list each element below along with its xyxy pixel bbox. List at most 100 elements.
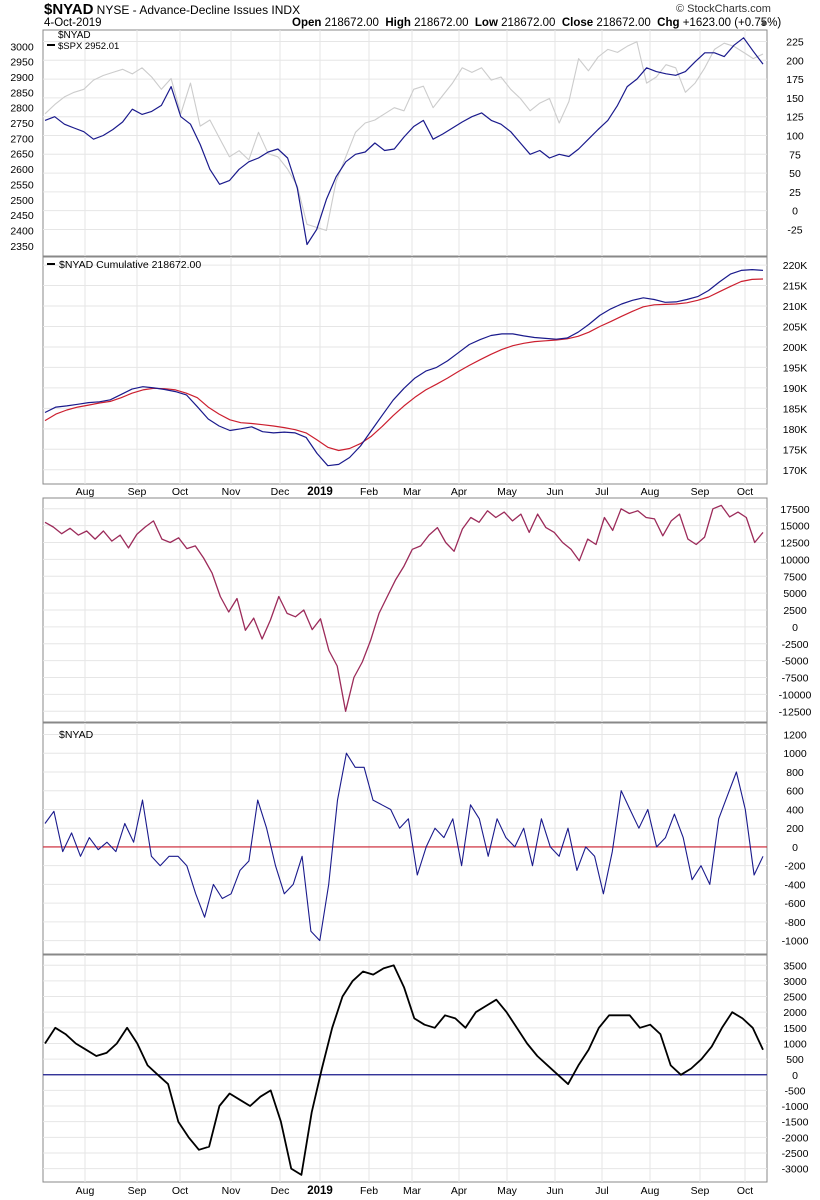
y-tick-label-right: 175K (783, 444, 808, 456)
x-tick-label: Feb (360, 486, 378, 498)
chg-label: Chg (657, 17, 680, 29)
cumulative-line (44, 269, 764, 467)
y-tick-label-right: 1200 (783, 729, 807, 741)
low-label: Low (474, 17, 498, 29)
y-tick-label-right: 205K (783, 321, 808, 333)
stockcharts-brand[interactable]: © StockCharts.com (676, 3, 771, 15)
y-tick-label-left: 2350 (10, 241, 34, 253)
high-value: 218672.00 (414, 17, 469, 29)
x-tick-label: Mar (403, 486, 422, 498)
y-tick-label-right: -5000 (782, 656, 809, 668)
x-tick-label: Apr (451, 1185, 468, 1197)
y-tick-label-right: 0 (792, 1070, 798, 1082)
y-tick-label-right: 3000 (783, 976, 807, 988)
quote-date: 4-Oct-2019 (44, 17, 102, 29)
y-tick-label-right: -3000 (782, 1164, 809, 1176)
y-tick-label-right: -1000 (782, 936, 809, 948)
x-tick-label: Sep (691, 486, 710, 498)
y-tick-label-right: 190K (783, 383, 808, 395)
y-tick-label-right: 210K (783, 301, 808, 313)
nyad-daily-line (44, 752, 764, 942)
x-tick-label: Aug (76, 1185, 95, 1197)
x-tick-label: Dec (271, 486, 290, 498)
y-tick-label-right: 2500 (783, 992, 807, 1004)
y-tick-label-right: 800 (786, 767, 804, 779)
legend-cumulative: $NYAD Cumulative 218672.00 (59, 259, 201, 271)
y-tick-label-right: 200 (786, 55, 804, 67)
scroll-up-icon[interactable]: ▲ (759, 17, 769, 28)
y-tick-label-right: 1000 (783, 748, 807, 760)
x-tick-label: Jun (547, 486, 564, 498)
y-tick-label-right: 17500 (780, 504, 809, 516)
y-tick-label-right: 0 (792, 206, 798, 218)
y-tick-label-right: -12500 (779, 706, 812, 718)
y-tick-label-left: 2550 (10, 179, 34, 191)
y-tick-label-right: -1000 (782, 1101, 809, 1113)
y-tick-label-right: -2000 (782, 1132, 809, 1144)
pane-title-nyad: $NYAD (59, 729, 94, 741)
y-tick-label-left: 2700 (10, 133, 34, 145)
y-tick-label-right: -10000 (779, 689, 812, 701)
x-tick-label: Sep (128, 486, 147, 498)
y-tick-label-right: 200 (786, 823, 804, 835)
x-tick-label: May (497, 486, 518, 498)
y-tick-label-right: 125 (786, 112, 804, 124)
y-tick-label-right: 225 (786, 37, 804, 49)
y-tick-label-right: 25 (789, 187, 801, 199)
y-tick-label-right: 2500 (783, 605, 807, 617)
x-tick-label: Oct (172, 1185, 188, 1197)
x-tick-label: Aug (641, 486, 660, 498)
pane-frame (42, 256, 768, 485)
y-tick-label-left: 2800 (10, 103, 34, 115)
x-tick-label: Jul (595, 1185, 608, 1197)
x-tick-label: 2019 (307, 486, 333, 498)
x-tick-label: Oct (737, 486, 753, 498)
y-tick-label-right: 500 (786, 1054, 804, 1066)
nyad-line (44, 37, 764, 246)
y-tick-label-left: 2450 (10, 210, 34, 222)
close-value: 218672.00 (596, 17, 651, 29)
y-tick-label-right: 0 (792, 842, 798, 854)
y-tick-label-right: 75 (789, 149, 801, 161)
y-tick-label-left: 2500 (10, 195, 34, 207)
y-tick-label-right: 5000 (783, 588, 807, 600)
y-tick-label-right: -800 (784, 917, 805, 929)
chg-value: +1623.00 (+0.75%) (682, 17, 782, 29)
x-tick-label: Sep (691, 1185, 710, 1197)
x-tick-label: Jul (595, 486, 608, 498)
y-tick-label-right: 2000 (783, 1007, 807, 1019)
x-tick-label: Oct (737, 1185, 753, 1197)
y-tick-label-right: 7500 (783, 571, 807, 583)
y-tick-label-right: 150 (786, 93, 804, 105)
x-tick-label: Mar (403, 1185, 422, 1197)
legend-spx: $SPX 2952.01 (58, 41, 119, 52)
x-tick-label: May (497, 1185, 518, 1197)
y-tick-label-right: 15000 (780, 521, 809, 533)
symbol-title: $NYAD (44, 1, 94, 18)
open-value: 218672.00 (324, 17, 379, 29)
y-tick-label-right: 12500 (780, 538, 809, 550)
y-tick-label-right: -400 (784, 879, 805, 891)
x-tick-label: Dec (271, 1185, 290, 1197)
x-tick-label: Oct (172, 486, 188, 498)
low-value: 218672.00 (501, 17, 556, 29)
y-tick-label-right: 600 (786, 786, 804, 798)
y-tick-label-right: -7500 (782, 673, 809, 685)
x-tick-label: Aug (76, 486, 95, 498)
y-tick-label-right: 170K (783, 465, 808, 477)
y-tick-label-right: 1000 (783, 1038, 807, 1050)
spx-line (44, 41, 764, 232)
high-label: High (385, 17, 411, 29)
y-tick-label-right: 175 (786, 74, 804, 86)
x-tick-label: Aug (641, 1185, 660, 1197)
y-tick-label-left: 2750 (10, 118, 34, 130)
y-tick-label-right: 180K (783, 424, 808, 436)
y-tick-label-right: 400 (786, 804, 804, 816)
y-tick-label-right: 185K (783, 403, 808, 415)
x-tick-label: Apr (451, 486, 468, 498)
y-tick-label-right: -2500 (782, 639, 809, 651)
pane-frame (42, 29, 768, 257)
pane-frame (42, 722, 768, 955)
y-tick-label-right: -600 (784, 898, 805, 910)
